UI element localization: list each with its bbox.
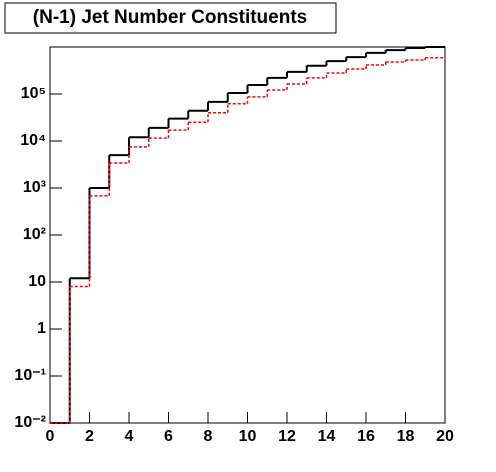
chart-title: (N-1) Jet Number Constituents <box>33 7 307 28</box>
y-tick-label: 10 <box>28 273 46 290</box>
x-tick-label: 18 <box>397 428 415 445</box>
y-tick-label: 10³ <box>23 179 46 196</box>
x-tick-label: 0 <box>46 428 55 445</box>
y-tick-label: 10⁴ <box>20 132 46 149</box>
x-tick-label: 8 <box>204 428 213 445</box>
y-tick-label: 10⁵ <box>21 85 46 102</box>
y-tick-label: 10² <box>23 226 46 243</box>
x-tick-label: 10 <box>239 428 257 445</box>
x-tick-label: 6 <box>164 428 173 445</box>
y-tick-label: 10⁻² <box>14 414 46 431</box>
x-tick-label: 12 <box>278 428 296 445</box>
y-tick-label: 10⁻¹ <box>14 367 46 384</box>
y-tick-label: 1 <box>37 320 46 337</box>
x-tick-label: 2 <box>85 428 94 445</box>
x-tick-label: 20 <box>436 428 454 445</box>
x-tick-label: 14 <box>318 428 336 445</box>
x-tick-label: 16 <box>357 428 375 445</box>
title-box <box>4 2 337 34</box>
x-tick-label: 4 <box>125 428 134 445</box>
